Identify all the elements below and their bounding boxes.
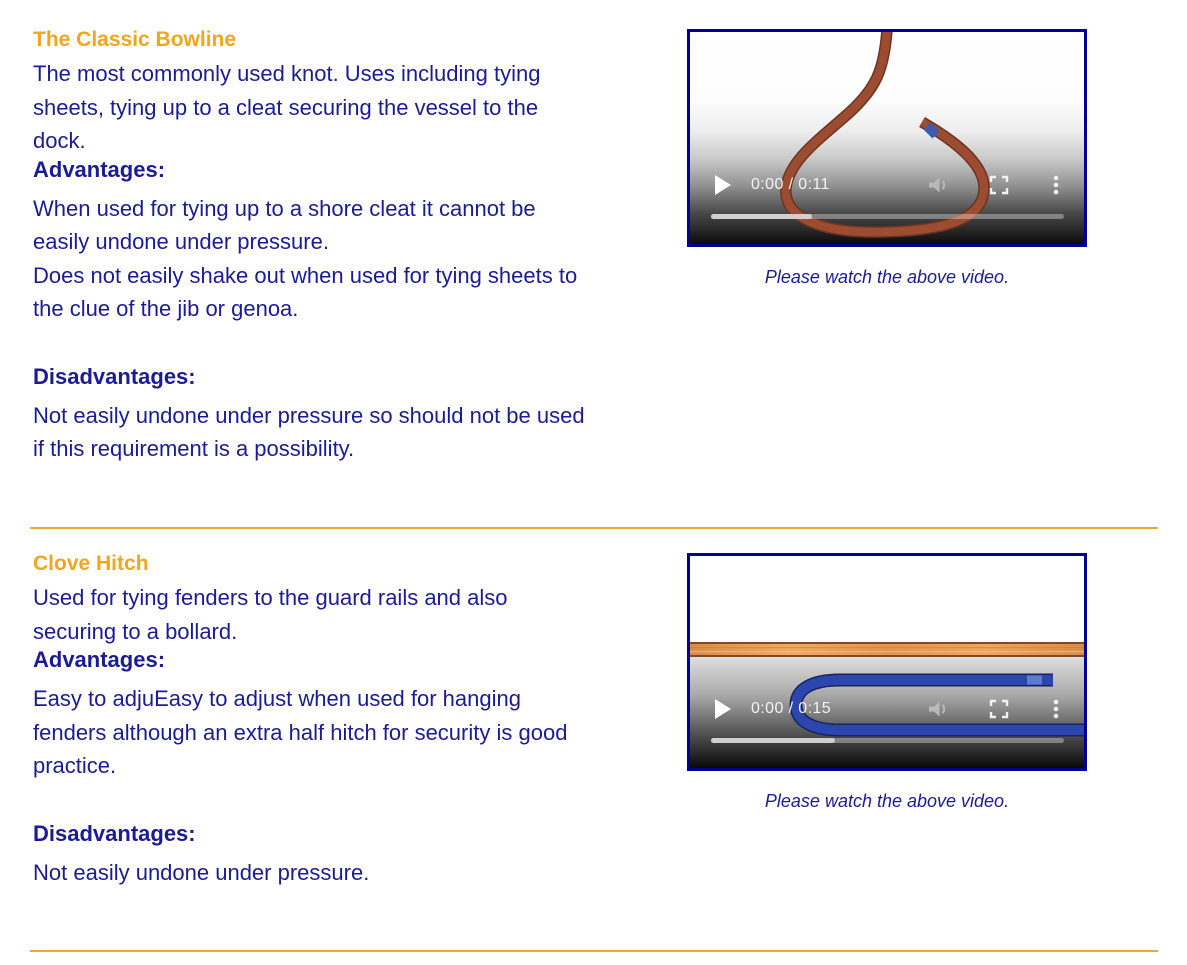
video-time-display: 0:00 / 0:11	[751, 176, 830, 193]
section-clove-hitch-text: Clove Hitch Used for tying fenders to th…	[33, 552, 593, 889]
fullscreen-icon[interactable]	[987, 173, 1011, 197]
clove-hitch-video-frame	[690, 556, 1084, 768]
clove-hitch-video-player[interactable]: 0:00 / 0:15	[687, 553, 1087, 771]
video-progress-played	[711, 738, 835, 743]
bowline-video-player[interactable]: 0:00 / 0:11	[687, 29, 1087, 247]
video-progress-bar[interactable]	[711, 214, 1064, 219]
volume-icon[interactable]	[926, 173, 950, 197]
video-progress-played	[711, 214, 812, 219]
video-time-display: 0:00 / 0:15	[751, 700, 832, 717]
volume-icon[interactable]	[926, 697, 950, 721]
video-progress-bar[interactable]	[711, 738, 1064, 743]
bowline-heading: The Classic Bowline	[33, 28, 237, 51]
clove-hitch-disadvantages-label: Disadvantages:	[33, 820, 196, 846]
video-controls-bar: 0:00 / 0:11	[712, 170, 1070, 200]
bowline-advantages-list: When used for tying up to a shore cleat …	[33, 192, 593, 326]
bowline-advantage-item: When used for tying up to a shore cleat …	[33, 195, 536, 255]
section-bowline-media: 0:00 / 0:11 Please watch the above video…	[687, 29, 1087, 288]
bowline-video-frame	[690, 32, 1084, 244]
clove-hitch-video-caption: Please watch the above video.	[764, 791, 1010, 811]
video-controls-bar: 0:00 / 0:15	[712, 694, 1070, 724]
clove-hitch-advantage-item: Easy to adjuEasy to adjust when used for…	[33, 686, 568, 778]
clove-hitch-heading: Clove Hitch	[33, 552, 149, 575]
section-bowline-text: The Classic Bowline The most commonly us…	[33, 28, 593, 466]
play-icon[interactable]	[715, 175, 731, 195]
play-icon[interactable]	[715, 699, 731, 719]
overflow-menu-icon[interactable]	[1044, 173, 1068, 197]
section-divider	[30, 950, 1158, 952]
bowline-intro: The most commonly used knot. Uses includ…	[33, 61, 541, 153]
bowline-video-caption: Please watch the above video.	[764, 267, 1010, 287]
bowline-disadvantage-item: Not easily undone under pressure so shou…	[33, 402, 585, 462]
clove-hitch-advantages-label: Advantages:	[33, 647, 166, 672]
clove-hitch-intro: Used for tying fenders to the guard rail…	[33, 585, 508, 644]
bowline-advantage-item: Does not easily shake out when used for …	[33, 262, 578, 322]
fullscreen-icon[interactable]	[987, 697, 1011, 721]
clove-hitch-disadvantage-item: Not easily undone under pressure.	[33, 859, 370, 885]
clove-hitch-advantages-list: Easy to adjuEasy to adjust when used for…	[33, 682, 593, 783]
section-divider	[30, 527, 1158, 529]
bowline-advantages-label: Advantages:	[33, 156, 166, 182]
section-clove-hitch-media: 0:00 / 0:15 Please watch the above video…	[687, 553, 1087, 812]
bowline-disadvantages-label: Disadvantages:	[33, 363, 196, 389]
overflow-menu-icon[interactable]	[1044, 697, 1068, 721]
